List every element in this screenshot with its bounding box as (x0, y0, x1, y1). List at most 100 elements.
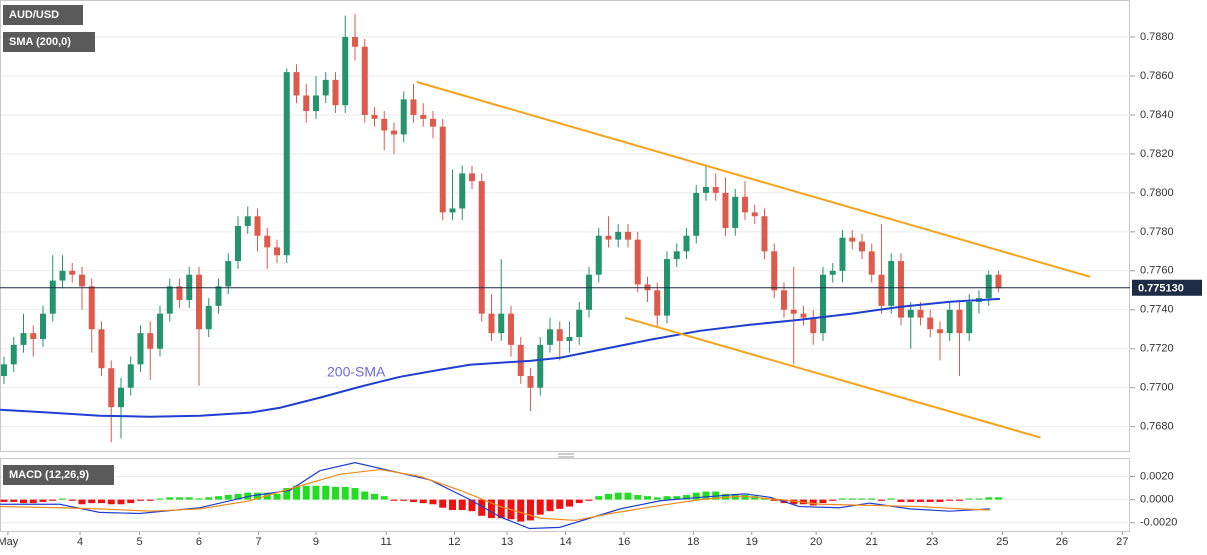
y-tick-label: 0.7880 (1140, 31, 1174, 43)
line (0, 462, 990, 530)
histogram-bar (390, 499, 398, 501)
histogram-bar (39, 499, 47, 502)
candle-body (254, 216, 261, 236)
line (0, 297, 1000, 418)
legend-box (3, 32, 95, 52)
histogram-bar (634, 495, 642, 500)
candle-body (858, 241, 865, 252)
histogram-bar (361, 491, 369, 500)
histogram-bar (682, 495, 690, 500)
candle-body (576, 309, 583, 338)
histogram-bar (614, 492, 622, 500)
candle-body (449, 208, 456, 213)
candle-body (624, 231, 631, 240)
histogram-bar (497, 499, 505, 519)
histogram-bar (575, 499, 583, 504)
candle-body (342, 37, 349, 106)
histogram-bar (419, 499, 427, 504)
candle-body (566, 337, 573, 341)
y-tick-label: 0.7680 (1140, 421, 1174, 433)
candle-body (420, 114, 427, 119)
candle-body (205, 305, 212, 330)
x-tick-label: 13 (501, 536, 513, 548)
candle-body (615, 231, 622, 240)
candle-body (761, 216, 768, 252)
candle-body (332, 79, 339, 106)
histogram-bar (156, 498, 164, 500)
histogram-bar (331, 486, 339, 500)
candle-body (273, 247, 280, 256)
histogram-bar (790, 499, 798, 505)
histogram-bar (292, 485, 300, 500)
candle-body (751, 212, 758, 217)
candle-body (147, 333, 154, 349)
candle-body (819, 274, 826, 334)
histogram-bar (29, 499, 37, 504)
candle-body (488, 313, 495, 334)
histogram-bar (458, 499, 466, 511)
y-tick-label: 0.0020 (1140, 470, 1174, 482)
candle-body (634, 239, 641, 285)
histogram-bar (97, 499, 105, 504)
candle-body (468, 173, 475, 182)
y-tick-label: 0.7840 (1140, 109, 1174, 121)
histogram-bar (643, 496, 651, 500)
x-tick-label: 6 (196, 536, 202, 548)
candle-body (527, 376, 534, 388)
histogram-bar (487, 499, 495, 519)
candle-body (917, 309, 924, 318)
histogram-bar (439, 499, 447, 508)
candle-body (829, 270, 836, 275)
y-tick-label: 0.7760 (1140, 265, 1174, 277)
candle-body (897, 261, 904, 318)
histogram-bar (965, 498, 973, 500)
histogram-bar (88, 499, 96, 504)
candle-body (195, 274, 202, 330)
candle-body (868, 251, 875, 275)
histogram-bar (585, 499, 593, 501)
legend-box (3, 465, 114, 485)
candle-body (303, 95, 310, 112)
histogram-bar (429, 499, 437, 505)
candle-body (88, 286, 95, 330)
histogram-bar (819, 499, 827, 504)
histogram-bar (741, 495, 749, 500)
legend-box (3, 5, 83, 25)
candle-body (936, 329, 943, 334)
candle-body (810, 317, 817, 334)
price-panel (0, 0, 1130, 452)
candle-body (371, 114, 378, 119)
histogram-bar (955, 499, 963, 501)
x-tick-label: 5 (136, 536, 142, 548)
legend-macd: MACD (12,26,9) (9, 469, 89, 481)
legend-symbol: AUD/USD (9, 9, 59, 21)
candle-body (176, 286, 183, 301)
histogram-bar (556, 499, 564, 509)
x-tick-label: 14 (559, 536, 571, 548)
x-tick-label: 25 (996, 536, 1008, 548)
candle-body (507, 313, 514, 345)
histogram-bar (302, 485, 310, 500)
histogram-bar (858, 498, 866, 500)
candle-body (225, 261, 232, 287)
line (0, 468, 990, 522)
histogram-bar (994, 497, 1002, 500)
candle-body (478, 181, 485, 314)
candle-body (839, 237, 846, 271)
histogram-bar (205, 497, 213, 500)
histogram-bar (478, 499, 486, 516)
histogram-bar (341, 486, 349, 500)
x-tick-label: 19 (746, 536, 758, 548)
candle-body (166, 286, 173, 314)
histogram-bar (760, 498, 768, 500)
histogram-bar (0, 499, 8, 502)
candle-body (351, 37, 358, 47)
line (624, 316, 1041, 439)
histogram-bar (946, 499, 954, 501)
candle-body (381, 118, 388, 131)
histogram-bar (351, 488, 359, 500)
histogram-bar (234, 493, 242, 500)
y-tick-label: 0.7820 (1140, 148, 1174, 160)
